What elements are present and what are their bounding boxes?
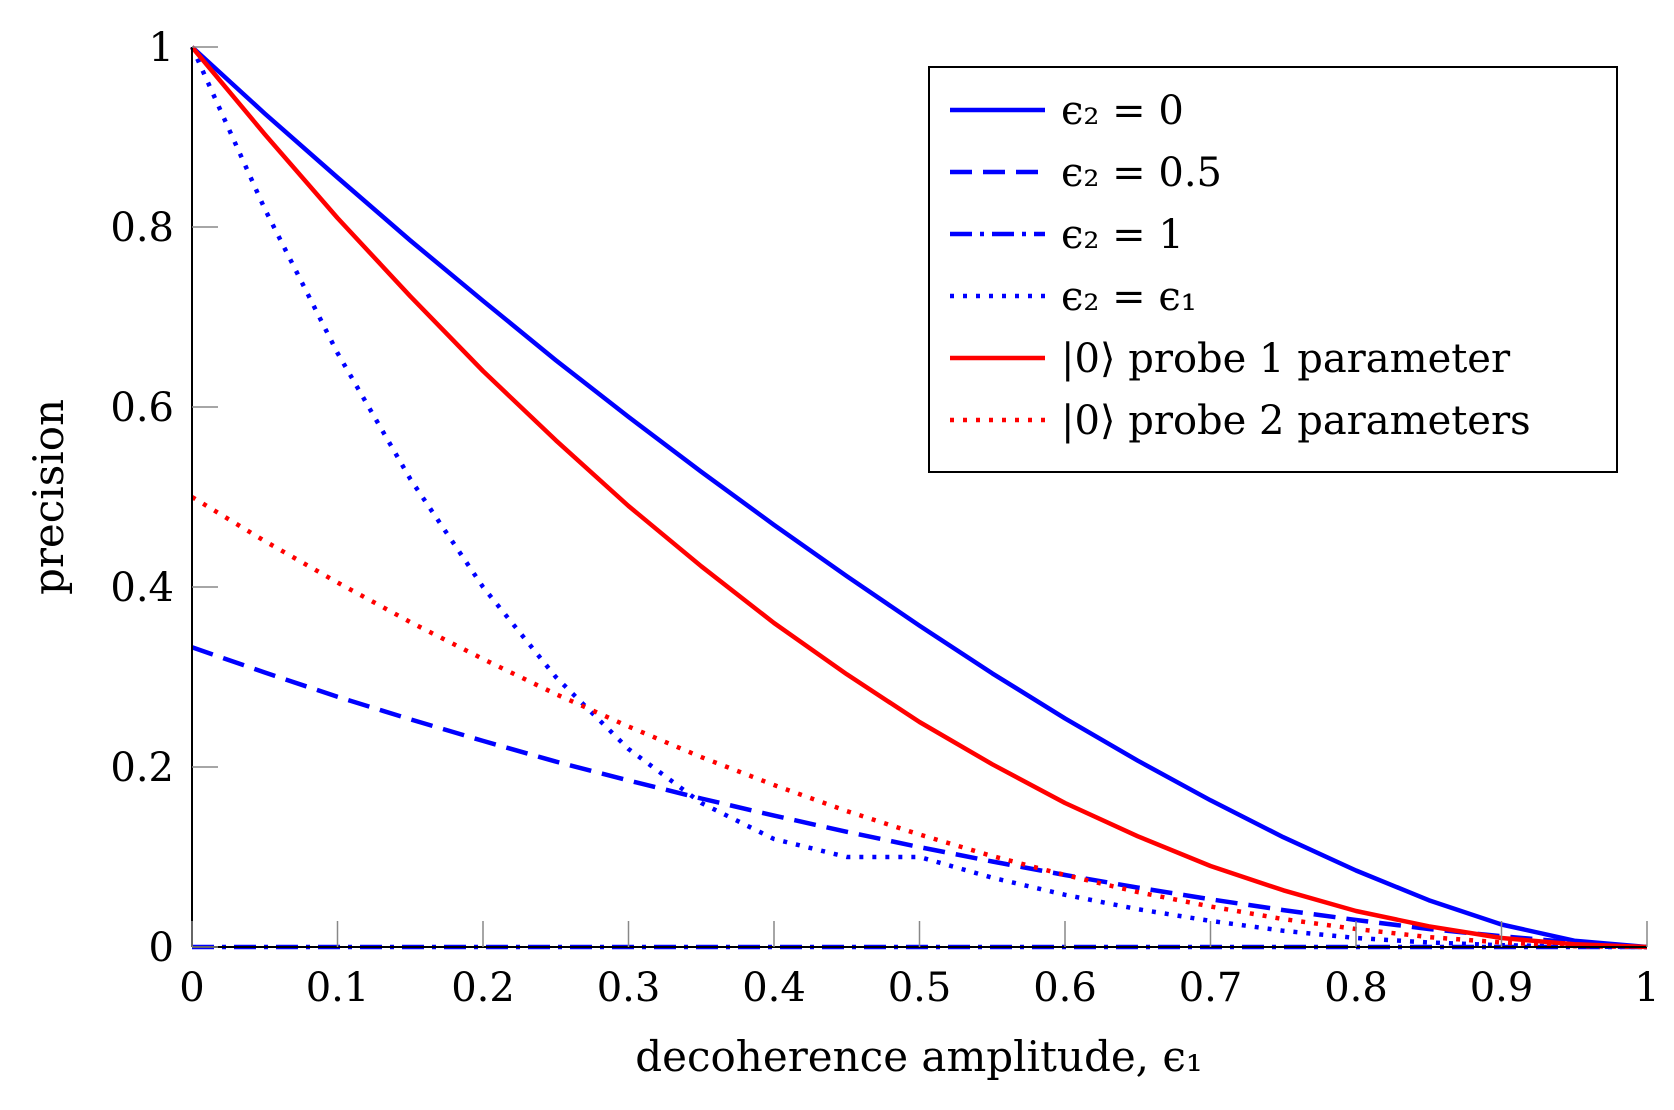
legend-label: ϵ₂ = 0.5 [1061, 150, 1222, 196]
legend-box [928, 66, 1618, 473]
x-tick-label: 0 [179, 965, 204, 1011]
legend-entry: ϵ₂ = 0 [950, 88, 1184, 134]
y-ticks: 0 0.2 0.4 0.6 0.8 1 [110, 25, 218, 971]
x-tick-label: 0.3 [597, 965, 661, 1011]
legend-label: ϵ₂ = 0 [1061, 88, 1184, 134]
series-line-0 [190, 45, 1648, 950]
y-tick-label: 1 [149, 25, 174, 71]
x-ticks: 0 0.1 0.2 0.3 0.4 0.5 0.6 0.7 0.8 0.9 1 [179, 921, 1660, 1011]
x-tick-label: 0.4 [742, 965, 806, 1011]
legend-label: |0⟩ probe 2 parameters [1061, 398, 1531, 444]
legend-label: ϵ₂ = 1 [1061, 212, 1184, 258]
x-tick-label: 1 [1634, 965, 1659, 1011]
legend-entry: |0⟩ probe 1 parameter [950, 336, 1511, 382]
y-tick-label: 0.4 [110, 565, 174, 611]
series-line-5 [190, 495, 1648, 950]
series-line-4 [190, 45, 1648, 950]
y-tick-label: 0.8 [110, 205, 174, 251]
x-tick-label: 0.7 [1179, 965, 1243, 1011]
x-tick-label: 0.6 [1033, 965, 1097, 1011]
x-tick-label: 0.8 [1324, 965, 1388, 1011]
x-tick-label: 0.2 [451, 965, 515, 1011]
legend-entry: ϵ₂ = 1 [950, 212, 1184, 258]
legend-entry: ϵ₂ = ϵ₁ [950, 274, 1197, 320]
y-axis-title: precision [24, 399, 73, 595]
legend-label: |0⟩ probe 1 parameter [1061, 336, 1511, 382]
legend-entry: |0⟩ probe 2 parameters [950, 398, 1531, 444]
x-tick-label: 0.9 [1470, 965, 1534, 1011]
legend-label: ϵ₂ = ϵ₁ [1061, 274, 1197, 320]
y-tick-label: 0.2 [110, 745, 174, 791]
x-axis-title: decoherence amplitude, ϵ₁ [635, 1032, 1203, 1081]
legend: ϵ₂ = 0 ϵ₂ = 0.5 ϵ₂ = 1 ϵ₂ = ϵ₁ |0⟩ probe 1 p… [928, 66, 1618, 473]
y-tick-label: 0.6 [110, 385, 174, 431]
legend-entry: ϵ₂ = 0.5 [950, 150, 1222, 196]
x-tick-label: 0.1 [306, 965, 370, 1011]
x-tick-label: 0.5 [888, 965, 952, 1011]
y-tick-label: 0 [149, 925, 174, 971]
